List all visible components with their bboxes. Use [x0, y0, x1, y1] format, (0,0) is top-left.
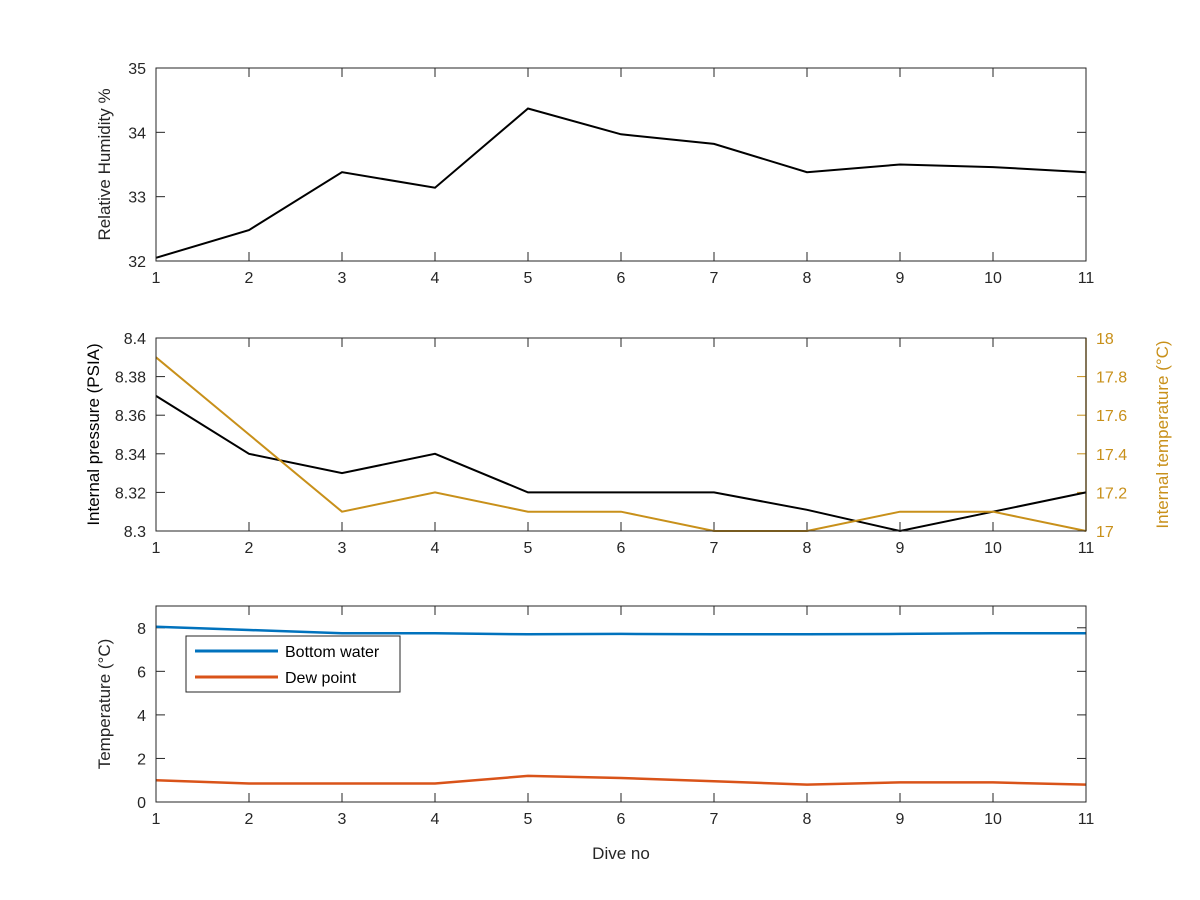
y2-tick-label: 17.6 — [1096, 408, 1127, 425]
y-tick-label: 33 — [128, 190, 146, 207]
x-tick-label: 10 — [984, 270, 1002, 287]
y-tick-label: 8.4 — [124, 331, 146, 348]
x-tick-label: 8 — [803, 811, 812, 828]
y2-tick-label: 17.2 — [1096, 485, 1127, 502]
x-tick-label: 9 — [896, 540, 905, 557]
x-tick-label: 8 — [803, 540, 812, 557]
y2-tick-label: 17 — [1096, 524, 1114, 541]
x-tick-label: 7 — [710, 540, 719, 557]
x-axis-label: Dive no — [592, 844, 650, 863]
dew-point-series-line — [155, 774, 1087, 786]
x-tick-label: 11 — [1078, 811, 1095, 828]
x-tick-label: 9 — [896, 811, 905, 828]
x-tick-label: 6 — [617, 540, 626, 557]
x-tick-label: 3 — [338, 540, 347, 557]
x-tick-label: 5 — [524, 811, 533, 828]
y-tick-label: 8.36 — [115, 408, 146, 425]
y-tick-label: 32 — [128, 254, 146, 271]
legend: Bottom water Dew point — [185, 635, 401, 693]
legend-box — [185, 635, 401, 693]
x-tick-label: 1 — [152, 811, 161, 828]
y-tick-label: 35 — [128, 61, 146, 78]
y-tick-label: 2 — [137, 751, 146, 768]
y-tick-label: 8 — [137, 621, 146, 638]
humidity-y-axis-label: Relative Humidity % — [95, 88, 114, 240]
y-tick-label: 8.38 — [115, 370, 146, 387]
y-tick-label: 4 — [137, 708, 146, 725]
x-tick-label: 1 — [152, 270, 161, 287]
x-tick-label: 11 — [1078, 270, 1095, 287]
pressure-y-axis-label: Internal pressure (PSIA) — [84, 343, 103, 525]
temperature-y2-axis-label: Internal temperature (°C) — [1153, 340, 1172, 528]
temperature-y-axis-label: Temperature (°C) — [95, 639, 114, 770]
x-tick-label: 9 — [896, 270, 905, 287]
y-tick-label: 8.34 — [115, 447, 146, 464]
legend-bottom-water-label: Bottom water — [285, 644, 380, 661]
y2-tick-label: 17.4 — [1096, 447, 1127, 464]
x-tick-label: 4 — [431, 540, 440, 557]
x-tick-label: 3 — [338, 811, 347, 828]
y-tick-label: 34 — [128, 125, 146, 142]
x-tick-label: 4 — [431, 270, 440, 287]
x-tick-label: 5 — [524, 540, 533, 557]
x-tick-label: 10 — [984, 540, 1002, 557]
humidity-series-line — [155, 107, 1087, 259]
y-tick-label: 6 — [137, 664, 146, 681]
y2-tick-label: 18 — [1096, 331, 1114, 348]
pressure-axes-frame — [155, 337, 1087, 532]
pressure-series-line — [155, 395, 1087, 533]
temperature-axes-frame — [155, 605, 1087, 803]
x-tick-label: 2 — [245, 811, 254, 828]
humidity-axes-frame — [155, 67, 1087, 262]
y-tick-label: 0 — [137, 795, 146, 812]
x-tick-label: 6 — [617, 270, 626, 287]
temperature-panel: 1 2 3 4 5 6 7 8 9 10 11 0 2 4 6 8 Temperature (°C) Div… — [95, 605, 1095, 863]
x-tick-label: 7 — [710, 270, 719, 287]
x-tick-label: 2 — [245, 540, 254, 557]
bottom-water-series-line — [155, 625, 1086, 636]
x-tick-label: 11 — [1078, 540, 1095, 557]
y-tick-label: 8.32 — [115, 485, 146, 502]
y-tick-label: 8.3 — [124, 524, 146, 541]
x-tick-label: 1 — [152, 540, 161, 557]
x-tick-label: 3 — [338, 270, 347, 287]
x-tick-label: 5 — [524, 270, 533, 287]
x-tick-label: 6 — [617, 811, 626, 828]
x-tick-label: 7 — [710, 811, 719, 828]
y2-tick-label: 17.8 — [1096, 370, 1127, 387]
x-tick-label: 8 — [803, 270, 812, 287]
internal-temperature-series-line — [155, 356, 1087, 532]
x-tick-label: 10 — [984, 811, 1002, 828]
pressure-temperature-panel: 1 2 3 4 5 6 7 8 9 10 11 8.3 8.32 8.34 8.36 8.38 8.4 17 1… — [84, 331, 1172, 557]
x-tick-label: 2 — [245, 270, 254, 287]
legend-dew-point-label: Dew point — [285, 670, 357, 687]
x-tick-label: 4 — [431, 811, 440, 828]
